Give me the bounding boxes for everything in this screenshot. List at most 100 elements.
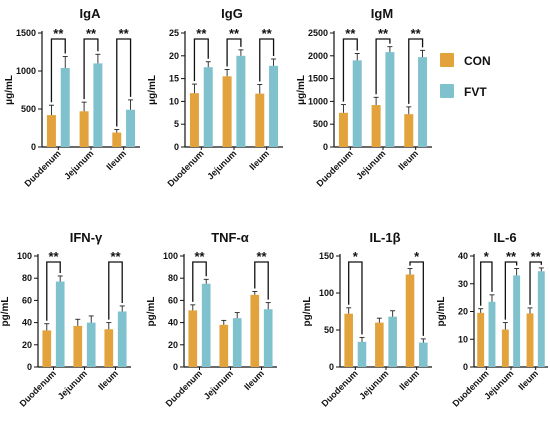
bar-igm-fvt-duodenum: [352, 60, 362, 147]
y-axis-label-iga: μg/mL: [4, 75, 15, 105]
bar-il-6-con-duodenum: [477, 312, 485, 367]
y-tick-label-il-6: 10: [458, 334, 468, 344]
x-tick-label-il-6-ileum: Ileum: [516, 368, 540, 392]
bar-igm-con-ileum: [404, 114, 414, 147]
significance-bracket-igm-jejunum: [375, 38, 391, 95]
y-tick-label-tnf: 80: [168, 273, 178, 283]
bar-il-6-con-jejunum: [501, 329, 509, 367]
bar-iga-con-duodenum: [46, 115, 56, 147]
y-tick-label-igm: 0: [323, 142, 328, 152]
x-tick-label-igg-jejunum: Jejunum: [205, 148, 238, 181]
significance-marker-ifn-duodenum: **: [48, 249, 59, 264]
bar-tnf-con-duodenum: [188, 310, 198, 367]
bar-iga-con-jejunum: [79, 111, 89, 147]
significance-marker-tnf-duodenum: **: [194, 249, 205, 264]
significance-bracket-tnf-ileum: [254, 261, 269, 300]
chart-panels: IgAμg/mL050010001500Duodenum**Jejunum**I…: [0, 6, 548, 409]
bar-ifn-con-jejunum: [73, 325, 83, 367]
legend: CON FVT: [440, 53, 491, 99]
bar-il-1-fvt-duodenum: [357, 341, 367, 367]
bar-igm-fvt-jejunum: [385, 52, 395, 147]
y-tick-label-tnf: 40: [168, 318, 178, 328]
bar-igg-con-ileum: [255, 93, 265, 147]
significance-marker-iga-duodenum: **: [53, 26, 64, 41]
legend-swatch-con: [440, 53, 454, 67]
chart-title-ifn: IFN-γ: [70, 230, 103, 245]
significance-marker-iga-jejunum: **: [86, 26, 97, 41]
bar-igm-fvt-ileum: [418, 57, 428, 147]
bar-iga-fvt-ileum: [126, 109, 136, 147]
x-tick-label-igm-ileum: Ileum: [396, 148, 420, 172]
y-tick-label-igg: 25: [169, 28, 179, 38]
y-tick-label-il-6: 30: [458, 279, 468, 289]
x-tick-label-tnf-ileum: Ileum: [242, 368, 266, 392]
y-tick-label-ifn: 100: [17, 251, 32, 261]
x-tick-label-il-1-ileum: Ileum: [397, 368, 421, 392]
bar-igg-con-duodenum: [189, 93, 199, 147]
y-tick-label-igg: 15: [169, 74, 179, 84]
y-tick-label-tnf: 0: [173, 362, 178, 372]
bar-tnf-fvt-ileum: [263, 309, 273, 367]
significance-bracket-il-6-duodenum: [480, 261, 493, 306]
bar-igg-fvt-duodenum: [203, 67, 213, 147]
y-tick-label-iga: 0: [31, 142, 36, 152]
x-tick-label-iga-ileum: Ileum: [104, 148, 128, 172]
chart-title-igm: IgM: [371, 6, 393, 21]
y-tick-label-il-1: 0: [329, 362, 334, 372]
y-tick-label-igg: 0: [174, 142, 179, 152]
x-tick-label-igm-duodenum: Duodenum: [314, 148, 354, 188]
significance-bracket-il-1-duodenum: [348, 261, 363, 335]
y-tick-label-tnf: 20: [168, 340, 178, 350]
chart-title-il-6: IL-6: [493, 230, 516, 245]
x-tick-label-ifn-jejunum: Jejunum: [56, 368, 89, 401]
bar-ifn-fvt-duodenum: [55, 281, 65, 367]
significance-marker-igg-ileum: **: [262, 26, 273, 41]
y-tick-label-igm: 1500: [308, 74, 328, 84]
y-tick-label-igm: 1000: [308, 96, 328, 106]
bar-tnf-fvt-duodenum: [201, 283, 211, 367]
significance-bracket-ifn-ileum: [108, 261, 123, 320]
bar-igg-fvt-jejunum: [236, 55, 246, 147]
bar-iga-fvt-duodenum: [60, 67, 70, 147]
y-tick-label-igm: 2500: [308, 28, 328, 38]
panel-igm: IgM μg/mL 0 500 1000 1500 2000 2500 Duodenum ** Je…: [296, 6, 432, 189]
bar-igg-fvt-ileum: [269, 65, 279, 147]
legend-label-con: CON: [464, 54, 491, 68]
panel-igg: IgG μg/mL 0 5 10 15 20 25 Duodenum ** Jejunum ** Ile…: [147, 6, 283, 189]
panel-ifn: IFN-γ pg/mL 0 20 40 60 80 100 Duodenum ** Jejunum I…: [0, 230, 131, 409]
y-axis-label-igg: μg/mL: [147, 75, 158, 105]
significance-bracket-igg-duodenum: [193, 38, 209, 82]
bar-ifn-fvt-ileum: [117, 311, 127, 367]
significance-bracket-iga-ileum: [116, 38, 132, 127]
bar-il-1-fvt-jejunum: [388, 316, 397, 367]
bar-tnf-fvt-jejunum: [232, 318, 242, 367]
significance-bracket-iga-jejunum: [83, 38, 99, 100]
significance-marker-igg-jejunum: **: [229, 26, 240, 41]
y-tick-label-igg: 5: [174, 119, 179, 129]
y-tick-label-tnf: 60: [168, 295, 178, 305]
bar-il-6-con-ileum: [526, 313, 534, 367]
significance-marker-igm-duodenum: **: [345, 26, 356, 41]
y-tick-label-ifn: 0: [27, 362, 32, 372]
y-tick-label-il-1: 150: [319, 251, 334, 261]
y-axis-label-ifn: pg/mL: [0, 297, 11, 327]
bar-tnf-con-ileum: [250, 294, 260, 367]
significance-bracket-igg-ileum: [259, 38, 275, 82]
x-tick-label-tnf-duodenum: Duodenum: [164, 368, 204, 408]
panel-tnf: TNF-α pg/mL 0 20 40 60 80 100 Duodenum ** Jejunum I…: [146, 230, 277, 409]
x-tick-label-igm-jejunum: Jejunum: [354, 148, 387, 181]
bar-igm-con-duodenum: [338, 112, 348, 147]
y-axis-label-il-1: pg/mL: [302, 297, 313, 327]
y-tick-label-il-6: 40: [458, 251, 468, 261]
x-tick-label-il-1-jejunum: Jejunum: [357, 368, 390, 401]
bar-tnf-con-jejunum: [219, 324, 229, 367]
bar-il-6-fvt-jejunum: [513, 275, 521, 367]
y-tick-label-il-1: 100: [319, 288, 334, 298]
significance-marker-il-1-ileum: *: [414, 249, 420, 264]
significance-bracket-tnf-duodenum: [192, 261, 207, 302]
chart-title-il-1: IL-1β: [369, 230, 400, 245]
y-tick-label-igg: 20: [169, 51, 179, 61]
significance-bracket-il-6-ileum: [529, 261, 542, 305]
x-tick-label-tnf-jejunum: Jejunum: [202, 368, 235, 401]
significance-bracket-il-1-ileum: [409, 261, 424, 336]
